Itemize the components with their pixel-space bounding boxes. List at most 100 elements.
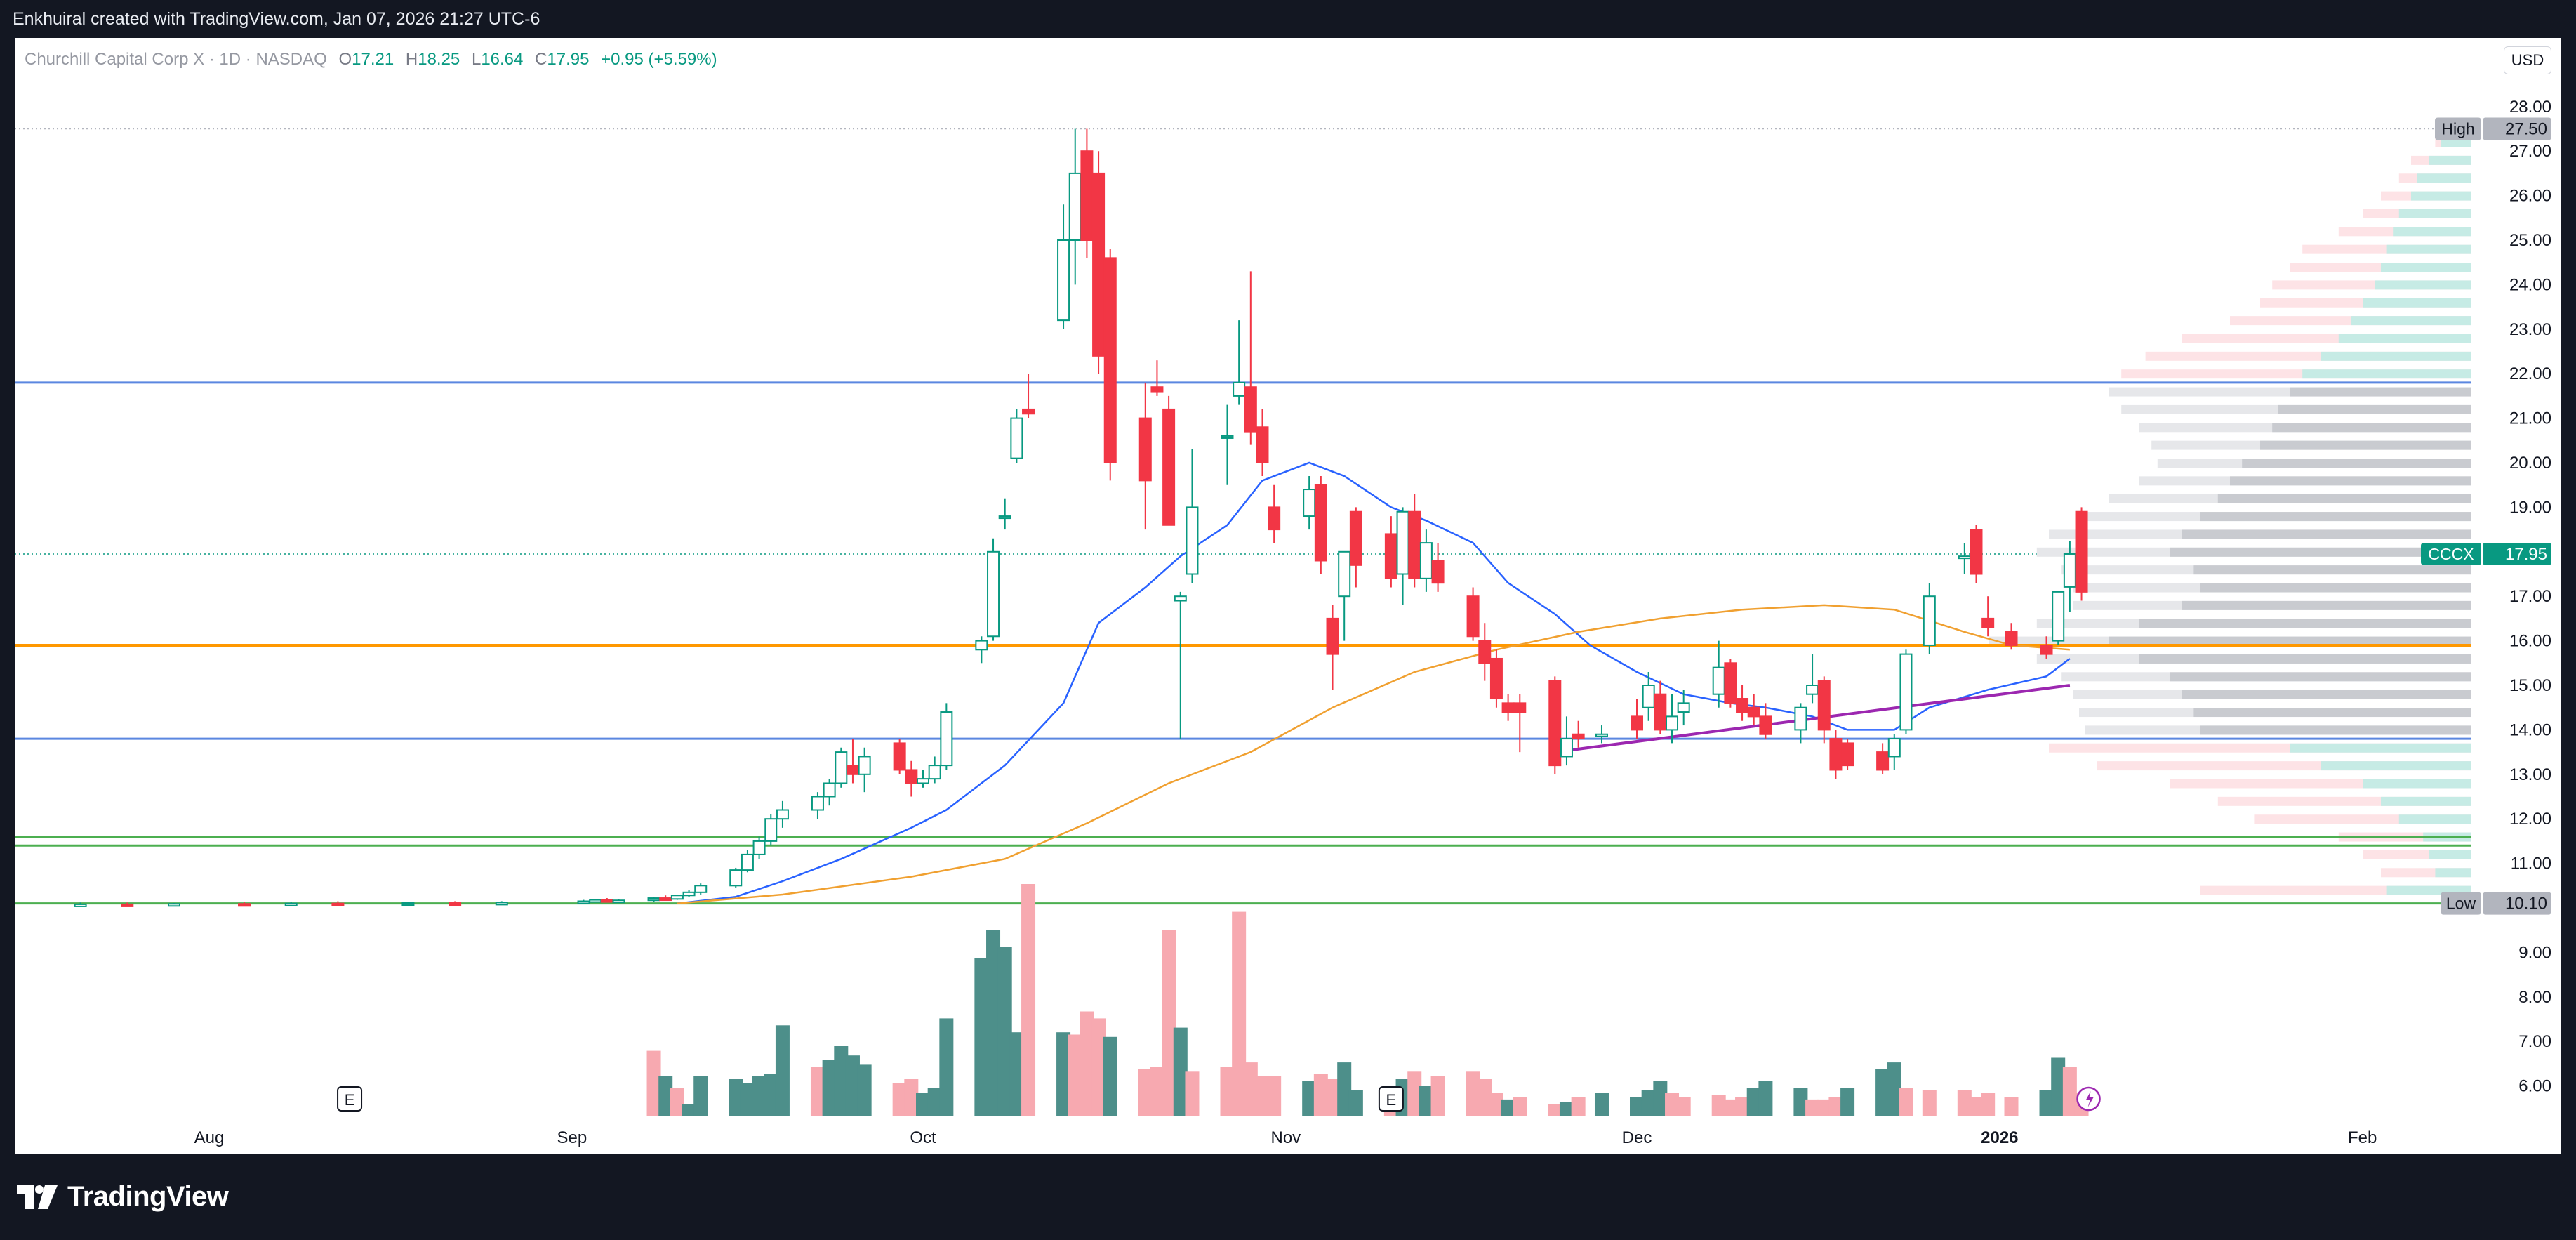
time-axis-label: Nov [1270, 1128, 1301, 1147]
volume-bar [658, 1076, 673, 1116]
candle-body [1666, 715, 1679, 731]
candle-body [1349, 510, 1362, 566]
volume-bar [1173, 1027, 1188, 1116]
volume-profile-row-inner [2435, 868, 2471, 878]
volume-bar [1501, 1099, 1515, 1116]
candle-body [2040, 644, 2053, 655]
volume-bar [1255, 1076, 1270, 1116]
candle-body [1256, 426, 1269, 464]
candle-body [1268, 506, 1281, 531]
high-value-text: 27.50 [2505, 120, 2547, 139]
price-axis-tick-label: 20.00 [2509, 454, 2551, 473]
high-label-text: High [2441, 120, 2474, 138]
last-price-label-text: CCCX [2428, 545, 2474, 563]
candle-body [1981, 617, 1995, 628]
volume-bar [1243, 1062, 1258, 1116]
candle-body [1068, 172, 1082, 241]
volume-bar [892, 1083, 907, 1116]
tradingview-logo[interactable]: TradingView [17, 1181, 229, 1213]
volume-bar [1676, 1097, 1691, 1116]
volume-bar [1875, 1069, 1890, 1116]
volume-profile-row-inner [2429, 850, 2471, 859]
volume-bar [1103, 1036, 1117, 1116]
candle-body [2052, 591, 2065, 642]
volume-bar [1513, 1097, 1527, 1116]
volume-profile-row-inner [2200, 725, 2471, 735]
candle-body [1326, 617, 1339, 655]
volume-bar [775, 1025, 790, 1116]
volume-profile-row-inner [2411, 191, 2471, 201]
candle-body [1150, 386, 1164, 393]
volume-profile-row-inner [2182, 600, 2471, 610]
candle-body [284, 902, 298, 906]
volume-bar [1817, 1099, 1831, 1116]
candle-body [2005, 631, 2018, 646]
candle-body [1138, 417, 1152, 482]
volume-profile-row-inner [2338, 334, 2471, 343]
footer-bar: TradingView [0, 1154, 2576, 1240]
change-value: +0.95 (+5.59%) [601, 50, 717, 69]
candle-body [1244, 386, 1257, 433]
symbol-name[interactable]: Churchill Capital Corp X · 1D · NASDAQ [25, 50, 327, 69]
volume-profile-row-inner [2139, 619, 2471, 628]
volume-bar [1630, 1097, 1644, 1116]
volume-profile-row-inner [2417, 173, 2471, 183]
price-chart[interactable]: E E 28.00 27.00 26.00 25.00 24.00 23.00 22.00 21.… [15, 38, 2561, 1154]
volume-bar [1313, 1074, 1328, 1116]
candle-body [1478, 640, 1492, 664]
candle-body [647, 897, 660, 902]
candle-body [612, 899, 625, 904]
candle-body [1759, 715, 1772, 735]
volume-profile-row-inner [2139, 654, 2471, 664]
volume-bar [764, 1074, 778, 1116]
chart-panel[interactable]: E E 28.00 27.00 26.00 25.00 24.00 23.00 22.00 21.… [15, 38, 2561, 1154]
open-label: O [338, 50, 352, 69]
last-price-label-box [2421, 542, 2481, 565]
candle-body [694, 885, 708, 893]
candle-body [1806, 685, 1819, 695]
volume-bar [1185, 1071, 1200, 1116]
volume-bar [1325, 1079, 1340, 1116]
volume-bar [1548, 1104, 1562, 1116]
low-value-box [2483, 892, 2551, 915]
volume-bar [670, 1088, 684, 1116]
candle-body [495, 902, 508, 906]
purple-trendline [1555, 684, 2071, 754]
volume-profile-row-inner [2109, 636, 2471, 646]
volume-profile-row-inner [2278, 404, 2471, 414]
candle-body [1010, 417, 1023, 459]
candle-body [729, 869, 743, 887]
candle-body [823, 782, 836, 798]
volume-bar [1559, 1102, 1574, 1116]
candle-body [670, 895, 684, 900]
currency-button[interactable]: USD [2504, 46, 2551, 74]
price-axis-tick-label: 16.00 [2509, 632, 2551, 651]
volume-profile-row-inner [2290, 743, 2471, 753]
candle-body [1186, 506, 1199, 575]
volume-bar [1723, 1099, 1738, 1116]
volume-bar [857, 1064, 872, 1116]
volume-bar [1828, 1097, 1843, 1116]
candle-body [1489, 657, 1503, 700]
close-value: 17.95 [547, 50, 590, 69]
volume-profile-row-inner [2429, 155, 2471, 165]
candle-body [1221, 435, 1234, 439]
volume-bar [1009, 1032, 1024, 1116]
candle-body [1712, 666, 1725, 695]
candle-body [589, 899, 602, 903]
candle-body [2063, 553, 2076, 588]
volume-bar [904, 1079, 919, 1116]
candle-body [1724, 662, 1737, 704]
volume-bar [1056, 1032, 1071, 1116]
price-axis-tick-label: 6.00 [2518, 1077, 2551, 1096]
candle-body [905, 769, 918, 784]
volume-bar [1478, 1079, 1492, 1116]
volume-profile-row-inner [2398, 814, 2471, 824]
candle-body [449, 902, 462, 906]
candle-body [1396, 510, 1409, 575]
volume-bar [1957, 1090, 1972, 1116]
low-value: 16.64 [481, 50, 524, 69]
volume-bar [939, 1018, 954, 1116]
candle-body [940, 711, 953, 767]
candle-body [1431, 560, 1445, 584]
